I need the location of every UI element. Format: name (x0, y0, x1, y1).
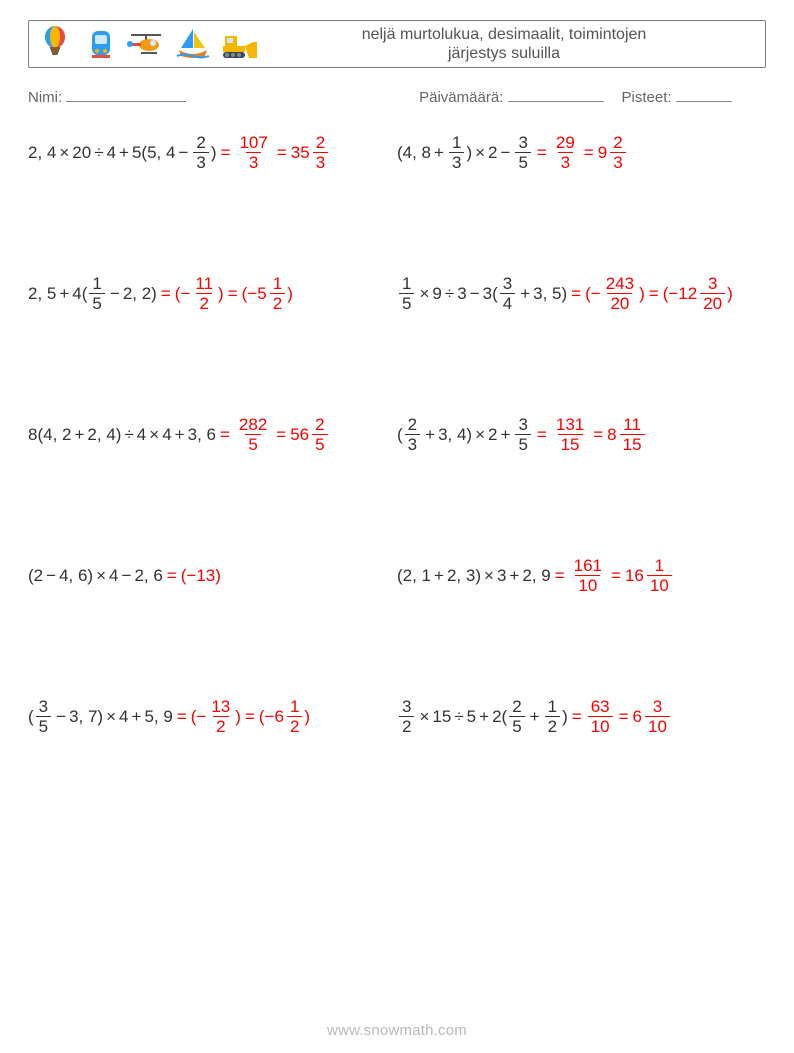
problem-cell: (2−4, 6)×4−2, 6=(−13) (28, 557, 397, 594)
meta-row: Nimi: Päivämäärä: Pisteet: (28, 86, 766, 106)
problem-cell: (4, 8+13)×2−35=293=923 (397, 134, 766, 171)
problem-expression: 32×15÷5+2(25+12) (397, 698, 568, 735)
footer: www.snowmath.com (0, 1022, 794, 1039)
problems-grid: 2, 4×20÷4+5(5, 4−23)=1073=3523(4, 8+13)×… (28, 134, 766, 735)
header-icons (35, 24, 259, 64)
problem-row: 2, 5+4(15−2, 2)=(−112)=(−512)15×9÷3−3(34… (28, 275, 766, 312)
problem-expression: (2, 1+2, 3)×3+2, 9 (397, 567, 551, 584)
balloon-icon (35, 24, 75, 64)
problem-answer: =13115=81115 (533, 416, 647, 453)
problem-row: (35−3, 7)×4+5, 9=(−132)=(−612)32×15÷5+2(… (28, 698, 766, 735)
name-label: Nimi: (28, 89, 62, 106)
problem-expression: 15×9÷3−3(34+3, 5) (397, 275, 567, 312)
problem-answer: =293=923 (533, 134, 628, 171)
problem-cell: 2, 4×20÷4+5(5, 4−23)=1073=3523 (28, 134, 397, 171)
problem-expression: 2, 4×20÷4+5(5, 4−23) (28, 134, 217, 171)
date-blank[interactable] (508, 86, 604, 102)
problem-row: 2, 4×20÷4+5(5, 4−23)=1073=3523(4, 8+13)×… (28, 134, 766, 171)
problem-cell: 8(4, 2+2, 4)÷4×4+3, 6=2825=5625 (28, 416, 397, 453)
problem-cell: 2, 5+4(15−2, 2)=(−112)=(−512) (28, 275, 397, 312)
worksheet-title: neljä murtolukua, desimaalit, toimintoje… (259, 25, 759, 63)
header-box: neljä murtolukua, desimaalit, toimintoje… (28, 20, 766, 68)
problem-cell: (35−3, 7)×4+5, 9=(−132)=(−612) (28, 698, 397, 735)
score-label: Pisteet: (622, 89, 672, 106)
bulldozer-icon (219, 24, 259, 64)
problem-row: 8(4, 2+2, 4)÷4×4+3, 6=2825=5625(23+3, 4)… (28, 416, 766, 453)
problem-row: (2−4, 6)×4−2, 6=(−13)(2, 1+2, 3)×3+2, 9=… (28, 557, 766, 594)
problem-expression: (23+3, 4)×2+35 (397, 416, 533, 453)
sailboat-icon (173, 24, 213, 64)
problem-answer: =1073=3523 (217, 134, 331, 171)
train-icon (81, 24, 121, 64)
helicopter-icon (127, 24, 167, 64)
problem-answer: =2825=5625 (216, 416, 330, 453)
score-blank[interactable] (676, 86, 732, 102)
problem-answer: =(−112)=(−512) (157, 275, 293, 312)
title-line-2: järjestys suluilla (259, 44, 749, 63)
problem-answer: =(−13) (163, 567, 221, 584)
problem-cell: 32×15÷5+2(25+12)=6310=6310 (397, 698, 766, 735)
problem-answer: =(−132)=(−612) (173, 698, 310, 735)
date-label: Päivämäärä: (419, 89, 503, 106)
date-field: Päivämäärä: (419, 86, 603, 106)
score-field: Pisteet: (622, 86, 732, 106)
problem-answer: =6310=6310 (568, 698, 672, 735)
problem-cell: (23+3, 4)×2+35=13115=81115 (397, 416, 766, 453)
problem-expression: 8(4, 2+2, 4)÷4×4+3, 6 (28, 426, 216, 443)
problem-answer: =(−24320)=(−12320) (567, 275, 733, 312)
problem-expression: (4, 8+13)×2−35 (397, 134, 533, 171)
name-blank[interactable] (66, 86, 186, 102)
title-line-1: neljä murtolukua, desimaalit, toimintoje… (259, 25, 749, 44)
problem-expression: (2−4, 6)×4−2, 6 (28, 567, 163, 584)
problem-answer: =16110=16110 (551, 557, 674, 594)
problem-expression: (35−3, 7)×4+5, 9 (28, 698, 173, 735)
worksheet-page: neljä murtolukua, desimaalit, toimintoje… (0, 0, 794, 755)
problem-expression: 2, 5+4(15−2, 2) (28, 275, 157, 312)
name-field: Nimi: (28, 86, 419, 106)
footer-text: www.snowmath.com (327, 1022, 467, 1039)
problem-cell: 15×9÷3−3(34+3, 5)=(−24320)=(−12320) (397, 275, 766, 312)
problem-cell: (2, 1+2, 3)×3+2, 9=16110=16110 (397, 557, 766, 594)
